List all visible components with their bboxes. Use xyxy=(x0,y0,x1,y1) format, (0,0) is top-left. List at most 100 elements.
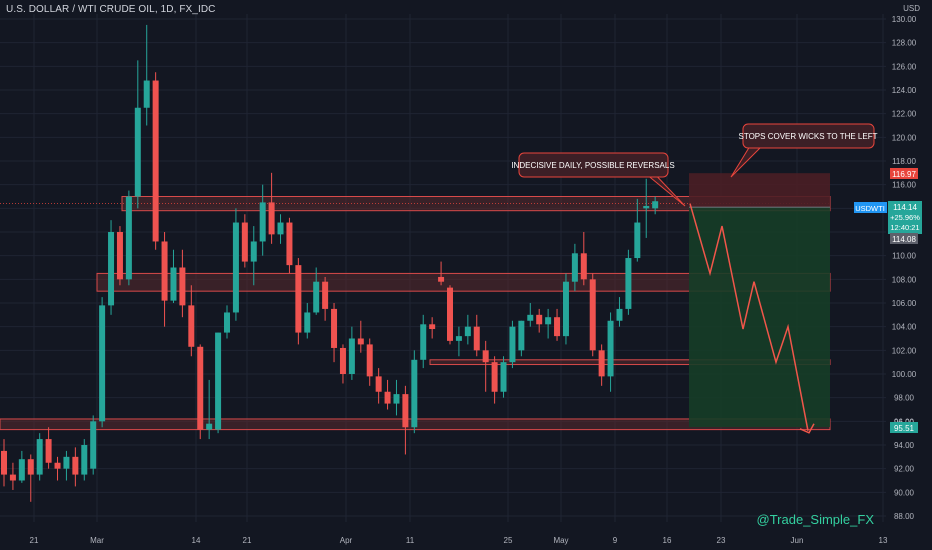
candle-body xyxy=(313,281,320,313)
watermark-handle: @Trade_Simple_FX xyxy=(756,512,874,527)
candle-body xyxy=(72,456,79,475)
close-price-tag xyxy=(890,233,918,244)
candle-body xyxy=(402,394,409,428)
x-tick-label: Jun xyxy=(791,536,804,545)
projection-arrowhead xyxy=(799,423,815,434)
y-tick-label: 120.00 xyxy=(892,133,917,142)
stop-zone xyxy=(689,173,830,208)
x-tick-label: 11 xyxy=(406,536,415,545)
candle-body xyxy=(9,474,16,481)
y-tick-label: 122.00 xyxy=(892,110,917,119)
x-tick-label: 21 xyxy=(30,536,39,545)
candle-body xyxy=(161,241,168,301)
candle-body xyxy=(411,359,418,428)
y-tick-label: 106.00 xyxy=(892,299,917,308)
callout-stops[interactable]: STOPS COVER WICKS TO THE LEFT xyxy=(730,123,878,178)
candle-body xyxy=(339,347,346,374)
candle-body xyxy=(116,232,123,280)
candle-body xyxy=(625,258,632,309)
candle-body xyxy=(108,232,115,306)
candle-body xyxy=(215,332,222,430)
candles xyxy=(1,24,659,502)
candle-body xyxy=(366,344,373,377)
candle-body xyxy=(571,253,578,282)
candle-body xyxy=(54,462,61,469)
callout-indecisive[interactable]: INDECISIVE DAILY, POSSIBLE REVERSALS xyxy=(511,152,686,207)
x-tick-label: 14 xyxy=(192,536,201,545)
candle-body xyxy=(250,241,257,262)
target-price-tag xyxy=(890,422,918,433)
time-axis[interactable]: 21 Mar 14 21 Apr 11 25 May 9 16 23 Jun 13 xyxy=(30,536,888,545)
y-tick-label: 96.00 xyxy=(894,417,915,426)
target-zone xyxy=(689,207,830,428)
candle-body xyxy=(125,196,132,280)
y-tick-label: 102.00 xyxy=(892,346,917,355)
candle-body xyxy=(491,362,498,392)
candle-body xyxy=(455,336,462,341)
candle-body xyxy=(331,308,338,348)
y-tick-label: 130.00 xyxy=(892,15,917,24)
candle-body xyxy=(518,320,525,351)
y-tick-label: 100.00 xyxy=(892,370,917,379)
candle-body xyxy=(420,324,427,360)
candle-body xyxy=(241,222,248,262)
y-tick-label: 126.00 xyxy=(892,62,917,71)
candle-body xyxy=(36,439,43,475)
candle-body xyxy=(268,202,275,235)
y-tick-label: 98.00 xyxy=(894,394,915,403)
callout-indecisive-box xyxy=(518,152,669,178)
y-tick-label: 118.00 xyxy=(892,157,916,166)
stop-price-label: 116.97 xyxy=(892,170,916,179)
candle-body xyxy=(90,421,97,469)
candle-body xyxy=(429,324,436,330)
candle-body xyxy=(447,287,453,341)
x-tick-label: 21 xyxy=(243,536,252,545)
candle-body xyxy=(81,445,88,475)
chart-title: U.S. DOLLAR / WTI CRUDE OIL, 1D, FX_IDC xyxy=(6,4,216,15)
candle-body xyxy=(554,317,561,337)
candle-body xyxy=(179,267,186,306)
candle-body xyxy=(170,267,177,301)
callout-stops-pointer xyxy=(730,145,763,178)
candle-body xyxy=(45,439,52,463)
candle-body xyxy=(27,459,34,475)
candle-body xyxy=(500,362,507,392)
callout-indecisive-text: INDECISIVE DAILY, POSSIBLE REVERSALS xyxy=(511,161,674,170)
candle-body xyxy=(509,326,516,363)
candle-body xyxy=(188,305,195,347)
candle-body xyxy=(224,312,230,333)
x-tick-label: 23 xyxy=(717,536,726,545)
close-price-label: 114.08 xyxy=(892,235,916,244)
projection-path xyxy=(689,203,815,434)
projection-line xyxy=(689,203,809,431)
candle-body xyxy=(598,350,605,377)
candle-body xyxy=(562,281,569,337)
x-tick-label: 16 xyxy=(663,536,672,545)
candle-body xyxy=(527,314,534,321)
candle-body xyxy=(643,205,650,209)
candle-body xyxy=(482,350,489,363)
y-tick-label: 94.00 xyxy=(894,441,915,450)
countdown-label: 12:40:21 xyxy=(890,223,919,232)
callout-stops-text: STOPS COVER WICKS TO THE LEFT xyxy=(739,132,878,141)
candle-body xyxy=(1,450,7,475)
candle-body xyxy=(143,80,150,108)
last-price-label: 114.14 xyxy=(893,203,917,212)
candle-body xyxy=(277,222,284,235)
x-tick-label: 9 xyxy=(613,536,618,545)
callout-indecisive-pointer xyxy=(639,168,686,207)
candle-body xyxy=(616,308,623,321)
candle-body xyxy=(464,326,471,337)
candle-body xyxy=(652,201,659,209)
candle-body xyxy=(197,346,204,430)
annotations: INDECISIVE DAILY, POSSIBLE REVERSALS STO… xyxy=(511,123,878,207)
currency-label: USD xyxy=(903,4,920,13)
candle-body xyxy=(589,279,596,351)
x-tick-label: May xyxy=(553,536,568,545)
symbol-label: USDWTI xyxy=(855,204,885,213)
candle-body xyxy=(634,222,641,259)
x-tick-label: Apr xyxy=(340,536,353,545)
y-tick-label: 128.00 xyxy=(892,39,917,48)
y-tick-label: 116.00 xyxy=(892,181,916,190)
